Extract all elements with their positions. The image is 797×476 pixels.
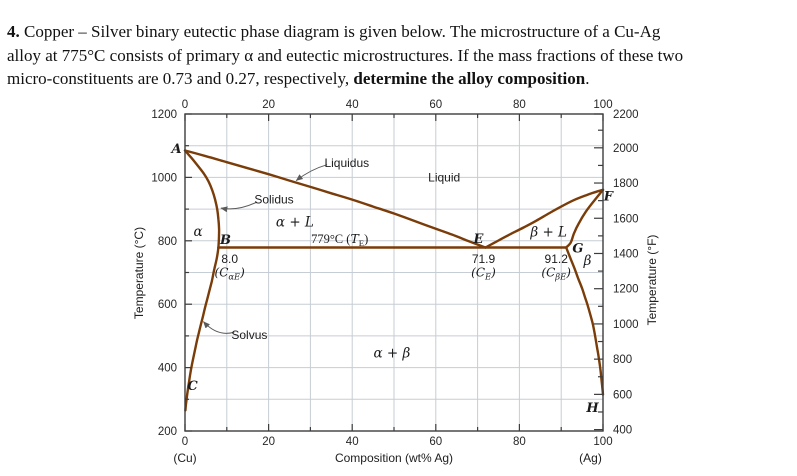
problem-text-bold: determine the alloy composition bbox=[353, 69, 586, 88]
arrow-solvus bbox=[203, 321, 235, 334]
point-label-G: G bbox=[572, 242, 583, 257]
callout-c-alpha-e-symbol: (CαE) bbox=[215, 266, 246, 282]
y-axis-right-tick-label: 800 bbox=[613, 354, 632, 366]
region-label-beta: β bbox=[583, 253, 592, 269]
y-axis-right-tick-label: 1800 bbox=[613, 178, 639, 190]
phase-boundaries bbox=[183, 149, 605, 412]
callout-c-beta-e-value: 91.2 bbox=[545, 252, 569, 266]
x-axis-top-tick-label: 0 bbox=[182, 99, 188, 111]
x-axis-bottom-tick-label: 20 bbox=[262, 436, 275, 448]
region-label-alpha: α bbox=[193, 224, 202, 240]
problem-text: alloy at 775°C consists of primary α and… bbox=[7, 45, 684, 65]
curve-label-solvus: Solvus bbox=[231, 328, 267, 342]
curve-label-liquidus: Liquidus bbox=[324, 156, 369, 170]
x-axis-top-tick-label: 20 bbox=[262, 99, 275, 111]
x-axis-title: Composition (wt% Ag) bbox=[335, 451, 453, 465]
y-axis-left-tick-label: 1000 bbox=[151, 172, 177, 184]
callout-c-beta-e-symbol: (CβE) bbox=[541, 266, 571, 282]
y-axis-right-tick-label: 1400 bbox=[613, 249, 639, 261]
curve-liquidus-right bbox=[484, 188, 605, 249]
y-axis-right-tick-label: 1600 bbox=[613, 213, 639, 225]
point-label-E: E bbox=[472, 232, 484, 247]
x-axis-ag-label: (Ag) bbox=[579, 451, 602, 465]
problem-line: micro-constituents are 0.73 and 0.27, re… bbox=[7, 67, 795, 91]
x-axis-cu-label: (Cu) bbox=[173, 451, 196, 465]
problem-statement: 4. Copper – Silver binary eutectic phase… bbox=[7, 20, 795, 91]
point-label-B: B bbox=[219, 233, 231, 248]
y-axis-left-tick-label: 1200 bbox=[151, 109, 177, 121]
y-axis-left-tick-label: 400 bbox=[158, 363, 177, 375]
x-axis-bottom-tick-label: 0 bbox=[182, 436, 188, 448]
y-axis-left-tick-label: 800 bbox=[158, 236, 177, 248]
problem-line: alloy at 775°C consists of primary α and… bbox=[7, 44, 795, 68]
y-axis-right-tick-label: 600 bbox=[613, 389, 632, 401]
problem-text-bold: 4. bbox=[7, 22, 20, 41]
point-label-H: H bbox=[585, 401, 599, 416]
x-axis-bottom-tick-label: 40 bbox=[346, 436, 359, 448]
x-axis-bottom-tick-label: 60 bbox=[429, 436, 442, 448]
region-label-alpha-plus-l: α + L bbox=[276, 214, 314, 230]
x-axis-top-tick-label: 80 bbox=[513, 99, 526, 111]
gridlines bbox=[185, 114, 603, 431]
curve-label-solidus: Solidus bbox=[254, 193, 293, 207]
eutectic-temperature-label: 779°C (TE) bbox=[311, 231, 368, 248]
arrow-solidus bbox=[220, 201, 258, 213]
annotation-arrows bbox=[203, 164, 328, 334]
problem-line: 4. Copper – Silver binary eutectic phase… bbox=[7, 20, 795, 44]
y-axis-right-tick-label: 1200 bbox=[613, 284, 639, 296]
region-label-alpha-plus-beta: α + β bbox=[373, 346, 410, 362]
problem-text: micro-constituents are 0.73 and 0.27, re… bbox=[7, 69, 354, 88]
point-label-F: F bbox=[603, 189, 614, 204]
point-label-A: A bbox=[170, 142, 182, 157]
curve-solvus-left bbox=[184, 246, 220, 412]
curve-solidus-left bbox=[183, 149, 221, 249]
region-label-beta-plus-l: β + L bbox=[529, 225, 567, 241]
y-axis-right-title: Temperature (°F) bbox=[645, 235, 659, 326]
y-axis-left-tick-label: 200 bbox=[158, 426, 177, 438]
y-axis-right-tick-label: 2200 bbox=[613, 109, 639, 121]
problem-text: . bbox=[585, 69, 590, 88]
x-axis-bottom-tick-label: 100 bbox=[593, 436, 612, 448]
y-axis-left-title: Temperature (°C) bbox=[132, 227, 146, 319]
arrow-liquidus bbox=[295, 164, 328, 181]
curve-solvus-right bbox=[565, 246, 605, 396]
y-axis-right-tick-label: 1000 bbox=[613, 319, 639, 331]
point-label-C: C bbox=[187, 379, 198, 394]
curve-solidus-right bbox=[565, 188, 605, 249]
x-axis-top-tick-label: 60 bbox=[429, 99, 442, 111]
y-axis-right-tick-label: 2000 bbox=[613, 143, 639, 155]
axes-and-ticks bbox=[184, 113, 604, 432]
curve-liquidus-left bbox=[183, 149, 487, 249]
x-axis-bottom-tick-label: 80 bbox=[513, 436, 526, 448]
chart-labels: 0 0 20 20 40 40 60 60 80 80 100 100 200 400 600 800 1000… bbox=[132, 99, 659, 465]
y-axis-left-tick-label: 600 bbox=[158, 299, 177, 311]
x-axis-top-tick-label: 40 bbox=[346, 99, 359, 111]
y-axis-right-tick-label: 400 bbox=[613, 425, 632, 437]
callout-c-e-symbol: (CE) bbox=[471, 266, 496, 282]
x-axis-top-tick-label: 100 bbox=[593, 99, 612, 111]
callout-c-e-value: 71.9 bbox=[472, 252, 496, 266]
callout-c-alpha-e-value: 8.0 bbox=[221, 252, 238, 266]
problem-text: Copper – Silver binary eutectic phase di… bbox=[19, 22, 661, 41]
region-label-liquid: Liquid bbox=[428, 170, 460, 184]
